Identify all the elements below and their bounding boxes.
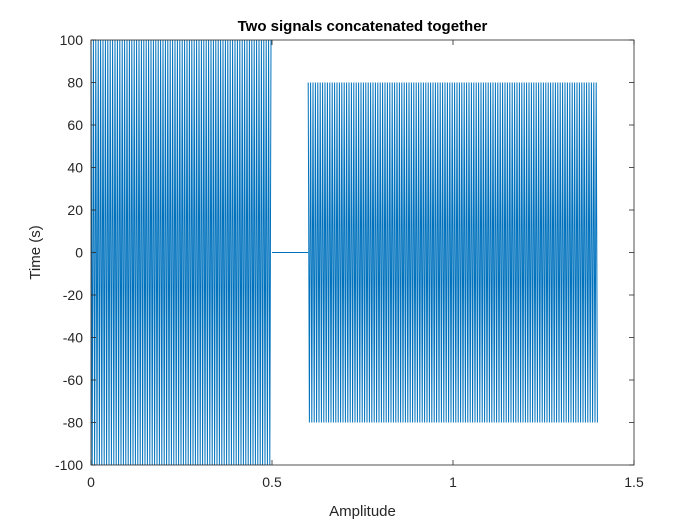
y-tick-label: -40 bbox=[63, 330, 83, 346]
y-tick-label: 60 bbox=[67, 117, 83, 133]
x-tick-label: 1.5 bbox=[624, 474, 644, 490]
chart-title: Two signals concatenated together bbox=[238, 18, 488, 35]
x-axis-label: Amplitude bbox=[329, 503, 396, 520]
signal-segment-3 bbox=[307, 82, 598, 423]
y-tick-label: -100 bbox=[55, 457, 83, 473]
y-tick-label: -60 bbox=[63, 372, 83, 388]
x-tick-label: 1 bbox=[449, 474, 457, 490]
y-tick-label: 80 bbox=[67, 75, 83, 91]
y-tick-label: 20 bbox=[67, 202, 83, 218]
x-tick-label: 0 bbox=[87, 474, 95, 490]
y-axis-label: Time (s) bbox=[27, 225, 44, 279]
y-tick-label: 100 bbox=[60, 32, 84, 48]
y-tick-label: -20 bbox=[63, 287, 83, 303]
x-axis-ticks: 0 0.5 1 1.5 bbox=[87, 40, 644, 490]
y-tick-label: 40 bbox=[67, 160, 83, 176]
y-tick-label: -80 bbox=[63, 415, 83, 431]
x-tick-label: 0.5 bbox=[262, 474, 282, 490]
y-tick-label: 0 bbox=[75, 245, 83, 261]
y-axis-ticks: -100 -80 -60 -40 -20 0 20 40 60 80 100 bbox=[55, 32, 634, 473]
